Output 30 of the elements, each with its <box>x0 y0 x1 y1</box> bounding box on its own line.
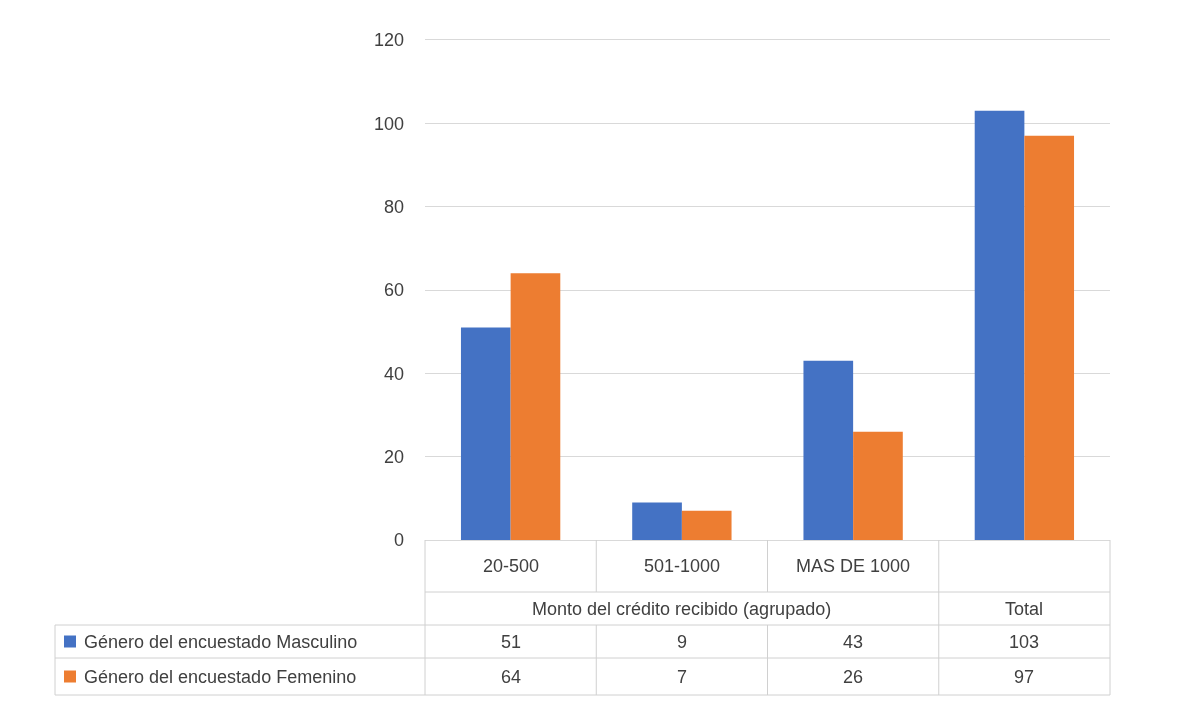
data-label: 64 <box>501 667 522 687</box>
data-label: 51 <box>501 632 522 652</box>
x-axis-title: Monto del crédito recibido (agrupado) <box>532 599 832 619</box>
bar <box>853 431 903 540</box>
y-tick-label: 80 <box>383 196 404 217</box>
legend-label: Género del encuestado Masculino <box>84 632 358 652</box>
bar <box>1024 135 1075 540</box>
legend-label: Género del encuestado Femenino <box>84 667 357 687</box>
bar <box>510 273 561 540</box>
y-tick-label: 0 <box>393 530 404 551</box>
x-tick-label: 20-500 <box>483 556 540 576</box>
x-tick-label: 501-1000 <box>644 556 721 576</box>
bar <box>460 327 511 540</box>
data-label: 43 <box>843 632 864 652</box>
data-label: 97 <box>1014 667 1035 687</box>
bar <box>803 360 854 540</box>
bar <box>681 510 732 540</box>
y-tick-label: 120 <box>373 30 404 51</box>
data-label: 7 <box>677 667 688 687</box>
y-tick-label: 20 <box>383 446 404 467</box>
data-label: 9 <box>677 632 688 652</box>
x-tick-label: MAS DE 1000 <box>796 556 911 576</box>
y-tick-label: 60 <box>383 280 404 301</box>
data-label: 26 <box>843 667 864 687</box>
y-tick-label: 40 <box>383 363 404 384</box>
bar <box>974 110 1025 540</box>
text: Total <box>1005 599 1044 619</box>
data-label: 103 <box>1009 632 1040 652</box>
y-tick-label: 100 <box>373 113 404 134</box>
bar <box>632 502 682 540</box>
